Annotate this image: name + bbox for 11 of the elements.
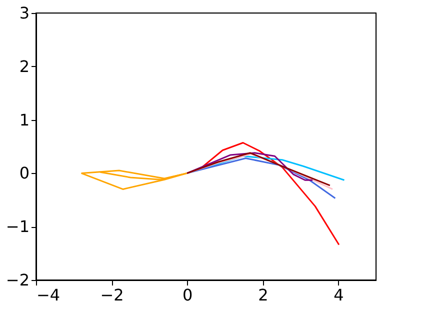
y-tick-label: 3 (19, 4, 30, 22)
x-tick-label: 0 (182, 286, 193, 304)
y-tick-label: −2 (6, 270, 30, 290)
x-tick-label: 2 (258, 286, 268, 304)
x-tick-label: −2 (100, 286, 124, 304)
x-tick-label: 4 (334, 286, 344, 304)
y-tick-label: −1 (6, 217, 30, 236)
y-tick-label: 0 (19, 164, 30, 183)
x-tick-label: −4 (36, 286, 60, 304)
y-tick-label: 2 (19, 56, 30, 76)
y-tick-label: 1 (19, 110, 30, 130)
